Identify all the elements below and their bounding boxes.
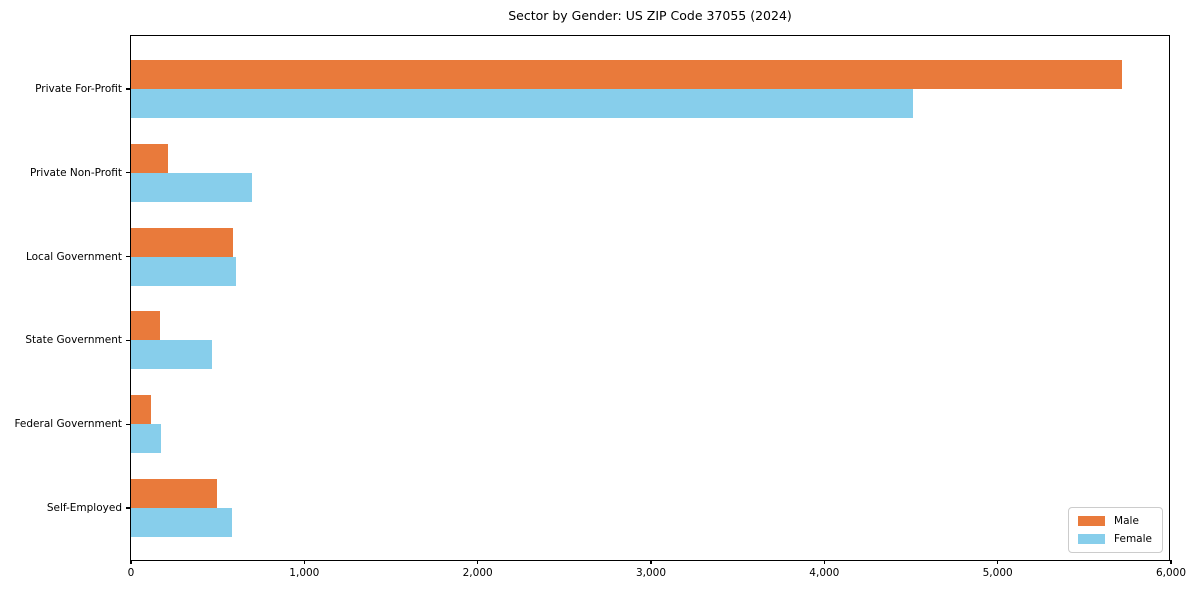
bar-female-state-government [131, 340, 212, 370]
x-tick-mark-2000 [477, 560, 479, 564]
x-tick-label-3000: 3,000 [635, 567, 667, 579]
x-tick-label-4000: 4,000 [809, 567, 840, 579]
bar-male-private-non-profit [131, 143, 169, 173]
x-tick-mark-5000 [997, 560, 999, 564]
y-tick-mark-private-for-profit [126, 88, 130, 90]
legend-row-male: Male [1078, 515, 1152, 527]
bar-male-private-for-profit [131, 60, 1123, 89]
legend-label-male: Male [1114, 515, 1139, 527]
x-tick-mark-3000 [650, 560, 652, 564]
x-tick-mark-1000 [303, 560, 305, 564]
x-tick-label-0: 0 [127, 567, 135, 579]
y-tick-label-state-government: State Government [25, 334, 122, 347]
legend-label-female: Female [1114, 533, 1152, 545]
legend-row-female: Female [1078, 533, 1152, 545]
x-tick-mark-6000 [1170, 560, 1172, 564]
bar-male-self-employed [131, 479, 217, 508]
y-tick-mark-self-employed [126, 507, 130, 509]
x-tick-mark-0 [130, 560, 132, 564]
bar-male-local-government [131, 227, 234, 257]
y-tick-label-private-for-profit: Private For-Profit [35, 83, 122, 95]
bar-female-private-for-profit [131, 89, 913, 118]
y-tick-label-federal-government: Federal Government [14, 418, 122, 431]
y-tick-mark-state-government [126, 339, 130, 341]
x-tick-label-1000: 1,000 [289, 567, 320, 579]
bar-female-self-employed [131, 508, 233, 537]
y-tick-label-self-employed: Self-Employed [46, 502, 122, 514]
bar-male-federal-government [131, 395, 151, 425]
y-tick-label-local-government: Local Government [25, 250, 122, 263]
bar-female-private-non-profit [131, 172, 253, 202]
y-tick-mark-federal-government [126, 423, 130, 425]
bar-female-local-government [131, 256, 236, 286]
y-tick-label-private-non-profit: Private Non-Profit [29, 166, 122, 179]
x-tick-label-5000: 5,000 [982, 567, 1013, 579]
legend-swatch-male [1078, 516, 1106, 526]
x-tick-mark-4000 [823, 560, 825, 564]
x-tick-label-2000: 2,000 [462, 567, 493, 579]
y-tick-mark-local-government [126, 256, 130, 258]
x-tick-label-6000: 6,000 [1155, 567, 1187, 579]
plot-area: Private For-Profit Private Non-Profit Loca… [14, 35, 1186, 579]
chart-title: Sector by Gender: US ZIP Code 37055 (202… [508, 8, 792, 23]
bar-female-federal-government [131, 424, 162, 454]
legend-swatch-female [1078, 534, 1106, 544]
bar-male-state-government [131, 311, 161, 341]
y-tick-mark-private-non-profit [126, 172, 130, 174]
legend: Male Female [1068, 507, 1163, 553]
